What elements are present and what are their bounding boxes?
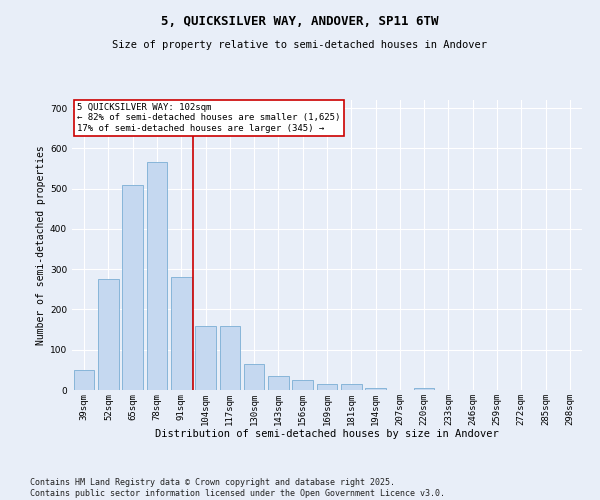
Bar xyxy=(341,384,362,390)
Bar xyxy=(244,364,265,390)
Bar xyxy=(146,162,167,390)
Text: 5, QUICKSILVER WAY, ANDOVER, SP11 6TW: 5, QUICKSILVER WAY, ANDOVER, SP11 6TW xyxy=(161,15,439,28)
Bar xyxy=(317,384,337,390)
Y-axis label: Number of semi-detached properties: Number of semi-detached properties xyxy=(36,145,46,345)
Text: Contains HM Land Registry data © Crown copyright and database right 2025.
Contai: Contains HM Land Registry data © Crown c… xyxy=(30,478,445,498)
Bar xyxy=(220,326,240,390)
Bar xyxy=(268,376,289,390)
Text: 5 QUICKSILVER WAY: 102sqm
← 82% of semi-detached houses are smaller (1,625)
17% : 5 QUICKSILVER WAY: 102sqm ← 82% of semi-… xyxy=(77,103,340,132)
Bar xyxy=(98,279,119,390)
Bar xyxy=(74,370,94,390)
Bar xyxy=(414,388,434,390)
Bar xyxy=(292,380,313,390)
X-axis label: Distribution of semi-detached houses by size in Andover: Distribution of semi-detached houses by … xyxy=(155,429,499,439)
Bar xyxy=(122,184,143,390)
Text: Size of property relative to semi-detached houses in Andover: Size of property relative to semi-detach… xyxy=(113,40,487,50)
Bar xyxy=(171,277,191,390)
Bar xyxy=(365,388,386,390)
Bar xyxy=(195,326,216,390)
